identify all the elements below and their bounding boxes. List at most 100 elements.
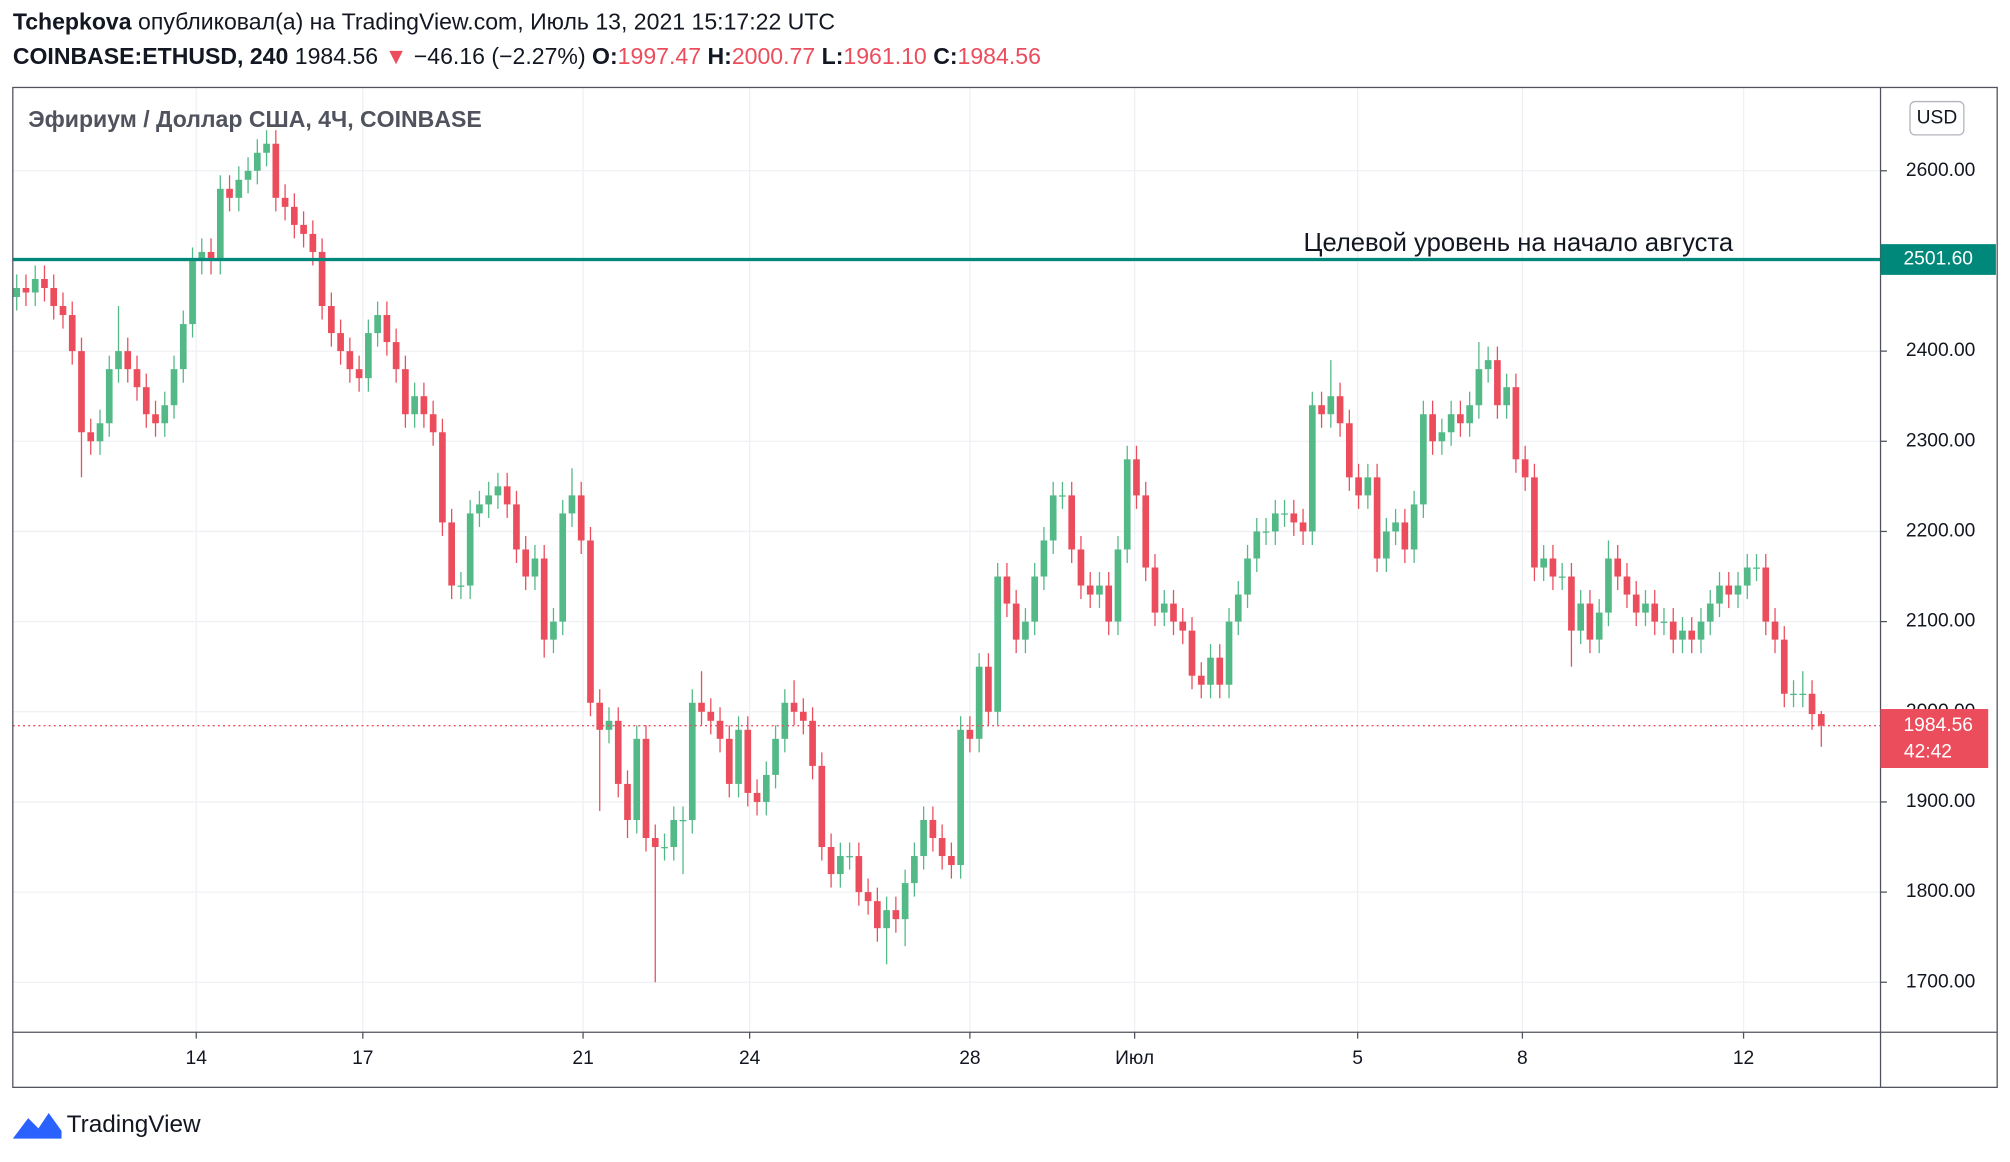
candle-body	[466, 513, 474, 586]
candle-body	[568, 495, 576, 514]
candle-body	[1808, 693, 1816, 715]
l-label: L:	[822, 43, 844, 69]
candle-body	[1494, 360, 1501, 406]
candle-body	[189, 260, 196, 325]
candle-body	[1012, 603, 1020, 640]
candle-body	[1660, 621, 1668, 623]
c-value: 1984.56	[958, 43, 1041, 69]
candle-body	[1549, 558, 1557, 577]
candle-body	[50, 288, 58, 307]
candle-body	[1817, 714, 1825, 726]
candle-body	[1096, 585, 1103, 595]
brand: TradingView	[67, 1111, 201, 1138]
candle-body	[198, 251, 206, 261]
candle-body	[1355, 477, 1362, 496]
candle-body	[670, 819, 678, 848]
published: опубликовал(а) на TradingView.com, Июль …	[138, 8, 835, 34]
candle-body	[1077, 549, 1085, 586]
candle-body	[1234, 594, 1242, 622]
candle-body	[790, 702, 798, 712]
candle-body	[633, 738, 641, 820]
candle-body	[753, 792, 761, 802]
candle-body	[1725, 585, 1733, 595]
candle-body	[1299, 522, 1307, 532]
candle-body	[587, 540, 594, 703]
candle-body	[1364, 477, 1372, 496]
candle-body	[170, 369, 178, 406]
candle-body	[1392, 522, 1399, 532]
target-text: Целевой уровень на начало августа	[1303, 229, 1733, 257]
candle-body	[1429, 414, 1436, 442]
candle-body	[837, 856, 844, 875]
candle-body	[920, 819, 927, 857]
candle-body	[846, 856, 853, 858]
candle-body	[1383, 531, 1390, 559]
candle-body	[772, 738, 779, 775]
change-arrow: ▼	[385, 43, 408, 69]
candle-body	[938, 838, 946, 857]
chart-title: Эфириум / Доллар США, 4Ч, COINBASE	[28, 106, 482, 132]
candle-body	[1068, 495, 1076, 550]
candle-body	[1420, 414, 1427, 505]
candle-body	[1521, 459, 1529, 478]
candle-body	[1151, 567, 1159, 613]
h-value: 2000.77	[732, 43, 815, 69]
candle-body	[1170, 603, 1177, 622]
candle-body	[559, 513, 567, 622]
candle-body	[476, 504, 483, 514]
candle-body	[253, 152, 261, 171]
candle-body	[503, 486, 511, 505]
candle-body	[892, 910, 900, 920]
candle-body	[1447, 414, 1455, 433]
candle-body	[1142, 495, 1150, 568]
x-tick-label: 28	[959, 1048, 980, 1069]
candle-body	[1271, 513, 1279, 532]
x-tick-label: 8	[1517, 1048, 1528, 1069]
candle-body	[1512, 387, 1520, 460]
currency-button[interactable]	[1909, 100, 1965, 136]
candle-body	[985, 666, 992, 712]
candle-body	[457, 585, 465, 587]
candle-body	[226, 188, 233, 198]
candle-body	[78, 351, 85, 433]
candle-body	[161, 405, 169, 424]
y-tick-label: 1800.00	[1906, 881, 1975, 902]
candle-body	[614, 720, 622, 784]
y-tick-label: 1900.00	[1906, 791, 1975, 812]
candle-body	[1179, 621, 1187, 631]
candle-body	[744, 729, 752, 793]
candle-body	[1577, 603, 1585, 631]
x-tick-label: 14	[186, 1048, 208, 1069]
symbol-line: COINBASE:ETHUSD, 240 1984.56 ▼ −46.16 (−…	[13, 43, 1041, 69]
candle-body	[485, 495, 493, 505]
candle-body	[855, 856, 863, 893]
candle-body	[596, 702, 604, 730]
candle-body	[762, 774, 770, 802]
candle-body	[1734, 585, 1742, 595]
last-price-label: 1984.56	[1903, 715, 1972, 736]
candle-body	[281, 197, 289, 207]
candle-body	[31, 278, 39, 293]
candle-body	[1327, 396, 1335, 415]
candle-body	[142, 387, 150, 415]
candle-body	[679, 819, 687, 822]
candle-body	[1160, 603, 1168, 613]
header-line: Tchepkova опубликовал(а) на TradingView.…	[13, 8, 835, 34]
x-tick-label: Июл	[1115, 1048, 1154, 1069]
candle-body	[1753, 567, 1760, 569]
candle-body	[115, 351, 122, 370]
candle-body	[975, 666, 983, 739]
candle-body	[1345, 423, 1353, 478]
y-tick-label: 2200.00	[1906, 521, 1975, 542]
currency-label[interactable]: USD	[1917, 107, 1958, 128]
x-tick-label: 12	[1733, 1048, 1754, 1069]
candle-body	[716, 720, 724, 739]
candle-body	[1595, 612, 1603, 640]
candle-body	[1632, 594, 1640, 613]
candle-body	[1040, 540, 1048, 577]
x-tick-label: 24	[739, 1048, 761, 1069]
candle-body	[624, 783, 631, 820]
candle-body	[374, 315, 381, 334]
candle-body	[133, 369, 141, 388]
candle-body	[1207, 657, 1214, 685]
